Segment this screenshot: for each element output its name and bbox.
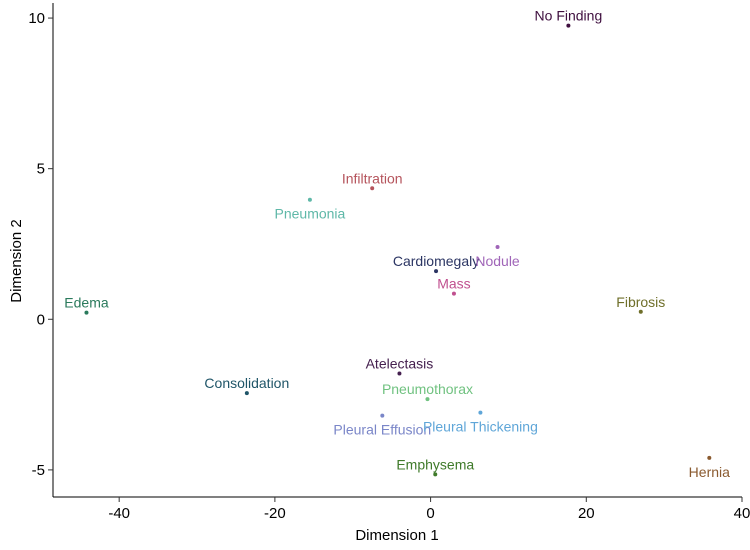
- chart-marks: No Finding Infiltration Pneumonia Cardiomeg…: [64, 8, 730, 480]
- data-point-label: Emphysema: [396, 456, 474, 472]
- data-point: [370, 186, 375, 191]
- x-tick-label: -20: [264, 505, 286, 522]
- data-point: [451, 291, 456, 296]
- data-point-label: Nodule: [475, 253, 520, 269]
- data-point: [380, 413, 385, 418]
- data-point-label: Mass: [437, 276, 470, 292]
- data-point-label: Pleural Effusion: [333, 422, 431, 438]
- data-point: [434, 269, 439, 274]
- data-point: [84, 310, 89, 315]
- data-point: [397, 371, 402, 376]
- data-point-label: Atelectasis: [366, 356, 434, 372]
- data-point-label: Edema: [64, 295, 109, 311]
- y-tick-label: -5: [32, 462, 45, 479]
- data-point: [566, 23, 571, 28]
- data-point-label: Fibrosis: [616, 294, 665, 310]
- data-point: [433, 472, 438, 477]
- x-tick-label: -40: [108, 505, 130, 522]
- data-point: [307, 197, 312, 202]
- data-point-label: Cardiomegaly: [393, 253, 479, 269]
- y-axis-title: Dimension 2: [8, 219, 25, 302]
- data-point: [244, 391, 249, 396]
- y-tick-label: 0: [37, 311, 45, 328]
- data-point: [425, 397, 430, 402]
- data-point: [495, 244, 500, 249]
- data-point: [707, 455, 712, 460]
- data-point-label: No Finding: [535, 8, 603, 24]
- x-tick-label: 20: [578, 505, 595, 522]
- y-tick-label: 5: [37, 161, 45, 178]
- data-point-label: Pneumonia: [275, 206, 346, 222]
- data-point-label: Infiltration: [342, 170, 403, 186]
- data-point-label: Pleural Thickening: [423, 419, 538, 435]
- axes: -40 -20 0 20 40 -5 0 5 10: [28, 3, 750, 522]
- data-point-label: Hernia: [689, 464, 730, 480]
- y-tick-label: 10: [28, 10, 45, 27]
- x-tick-label: 40: [734, 505, 750, 522]
- data-point: [478, 410, 483, 415]
- data-point: [638, 309, 643, 314]
- data-point-label: Pneumothorax: [382, 381, 473, 397]
- x-tick-label: 0: [426, 505, 434, 522]
- x-axis-title: Dimension 1: [355, 527, 438, 544]
- data-point-label: Consolidation: [204, 375, 289, 391]
